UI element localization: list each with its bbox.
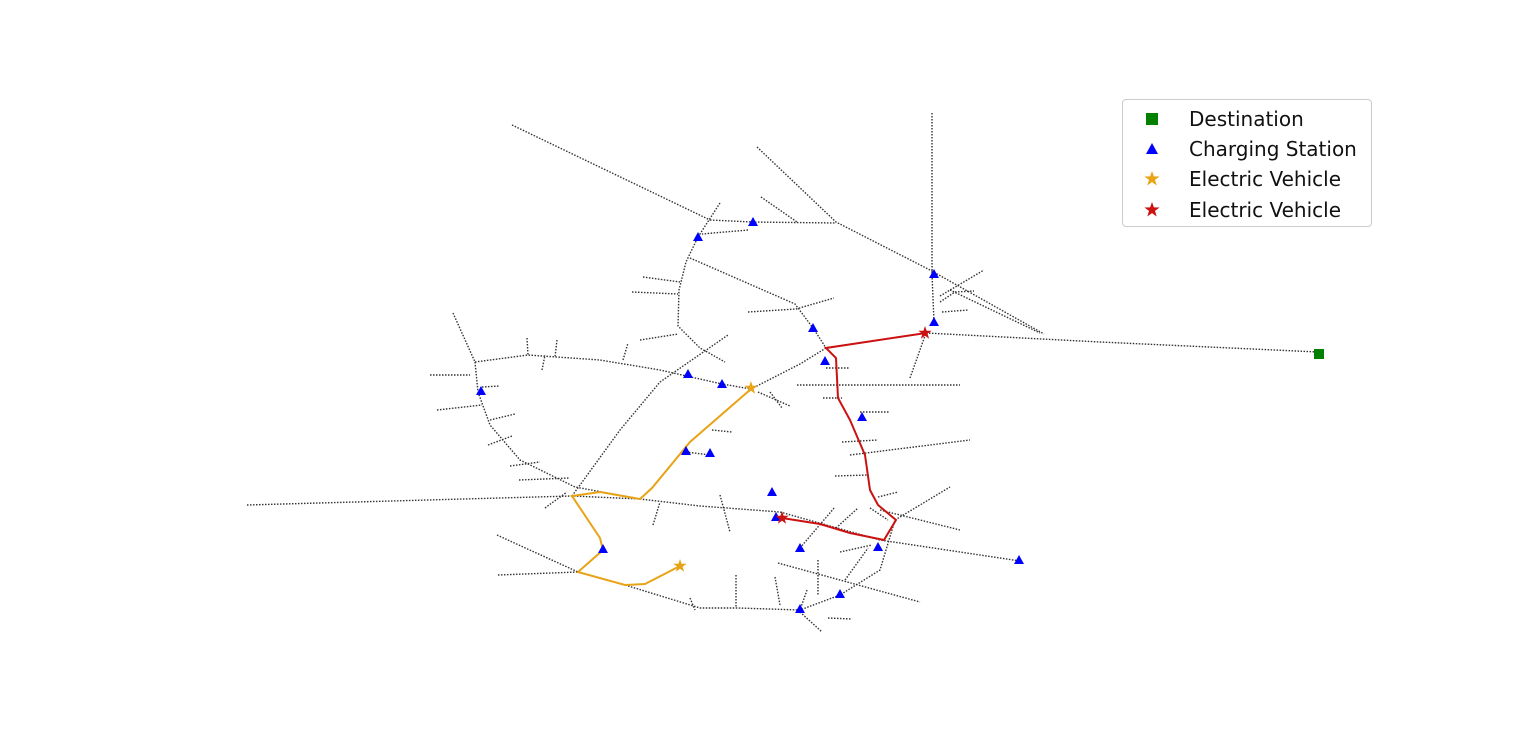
ev-orange-star bbox=[673, 559, 687, 572]
charging-station-marker bbox=[717, 379, 727, 388]
road-south-loop bbox=[496, 519, 896, 611]
legend-label: Electric Vehicle bbox=[1189, 167, 1341, 191]
road-upper-diag bbox=[689, 257, 827, 349]
charging-station-marker bbox=[857, 412, 867, 421]
charging-station-marker bbox=[929, 269, 939, 278]
charging-station-marker bbox=[693, 232, 703, 241]
charging-station-marker bbox=[771, 512, 781, 521]
ev-orange-star bbox=[744, 381, 758, 394]
square-icon bbox=[1137, 109, 1167, 129]
legend-label: Charging Station bbox=[1189, 137, 1357, 161]
road-west-curve bbox=[474, 361, 641, 500]
route-ev-orange bbox=[570, 388, 752, 587]
road-west-loop bbox=[677, 202, 726, 363]
road-north-vertical bbox=[931, 113, 935, 323]
ev-markers bbox=[673, 326, 932, 572]
road-east-spur bbox=[849, 439, 971, 456]
charging-station-marker bbox=[808, 323, 818, 332]
road-ne-spur2 bbox=[949, 289, 1041, 334]
charging-station-marker bbox=[476, 386, 486, 395]
charging-station-marker bbox=[873, 542, 883, 551]
road-east bbox=[925, 332, 1319, 353]
road-center-ne bbox=[750, 332, 927, 390]
road-top bbox=[709, 219, 837, 224]
charging-station-marker bbox=[820, 356, 830, 365]
road-northwest bbox=[511, 124, 711, 221]
road-se bbox=[777, 562, 921, 603]
charging-station-marker bbox=[705, 448, 715, 457]
charging-station-marker bbox=[681, 446, 691, 455]
legend-label: Electric Vehicle bbox=[1189, 198, 1341, 222]
legend-item-destination: Destination bbox=[1137, 104, 1304, 134]
road-se2 bbox=[894, 486, 951, 521]
route-ev-red bbox=[781, 332, 927, 542]
charging-station-marker bbox=[795, 604, 805, 613]
triangle-icon bbox=[1137, 139, 1167, 159]
legend-label: Destination bbox=[1189, 107, 1304, 131]
ev-red-star bbox=[918, 326, 932, 339]
charging-station-marker bbox=[929, 317, 939, 326]
charging-station-marker bbox=[748, 217, 758, 226]
road-ne-spur bbox=[939, 269, 985, 297]
legend-item-charging-station: Charging Station bbox=[1137, 134, 1357, 164]
road-mid bbox=[474, 354, 752, 390]
road-south-horiz bbox=[497, 571, 579, 576]
legend-item-ev-red: Electric Vehicle bbox=[1137, 195, 1341, 225]
road-network bbox=[246, 113, 1319, 633]
charging-station-marker bbox=[835, 589, 845, 598]
road-west bbox=[246, 495, 1021, 562]
road-north-diag bbox=[756, 146, 1045, 335]
star-icon bbox=[1137, 200, 1167, 220]
destination-marker bbox=[1314, 349, 1324, 359]
legend-item-ev-orange: Electric Vehicle bbox=[1137, 164, 1341, 194]
ev-red-star bbox=[775, 511, 789, 524]
charging-station-marker bbox=[683, 369, 693, 378]
star-icon bbox=[1137, 169, 1167, 189]
charging-station-marker bbox=[598, 544, 608, 553]
charging-station-marker bbox=[767, 487, 777, 496]
map-legend: Destination Charging Station Electric Ve… bbox=[1122, 99, 1372, 227]
charging-station-marker bbox=[795, 543, 805, 552]
charging-stations bbox=[476, 217, 1024, 613]
charging-station-marker bbox=[1014, 555, 1024, 564]
